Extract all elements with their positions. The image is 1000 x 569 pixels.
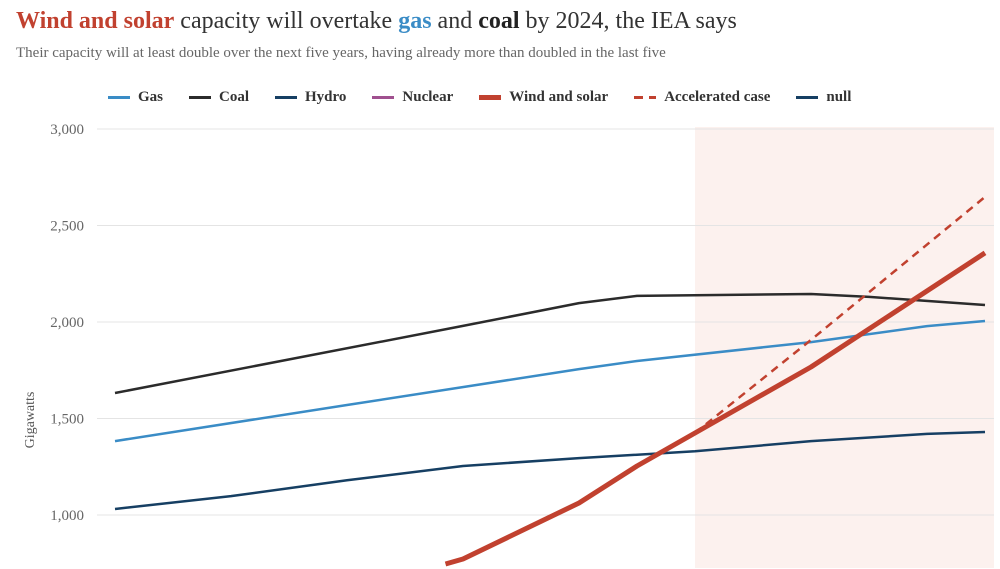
legend: Gas Coal Hydro Nuclear Wind and solar Acceler… bbox=[108, 89, 851, 106]
series-line-gas bbox=[114, 319, 986, 443]
legend-label: Accelerated case bbox=[664, 89, 771, 105]
series-line-accelerated-case bbox=[694, 195, 986, 434]
title-gas: gas bbox=[398, 8, 432, 34]
legend-swatch bbox=[796, 96, 819, 99]
legend-label: Gas bbox=[138, 89, 164, 105]
legend-item[interactable]: Nuclear bbox=[372, 89, 453, 106]
y-tick-label: 3,000 bbox=[50, 122, 84, 138]
legend-item[interactable]: Wind and solar bbox=[479, 89, 608, 106]
title-text: capacity will overtake bbox=[174, 8, 399, 34]
title-wind-solar: Wind and solar bbox=[16, 8, 175, 34]
legend-swatch bbox=[634, 96, 657, 99]
y-tick-label: 1,500 bbox=[50, 412, 84, 428]
legend-swatch bbox=[189, 96, 212, 99]
series-line-wind-and-solar bbox=[444, 250, 987, 567]
chart-title: Wind and solar capacity will overtake ga… bbox=[16, 8, 737, 35]
chart-subtitle: Their capacity will at least double over… bbox=[16, 45, 666, 61]
legend-item[interactable]: Gas bbox=[108, 89, 163, 106]
legend-swatch bbox=[108, 96, 130, 99]
series-line-coal bbox=[114, 292, 986, 395]
legend-item[interactable]: Coal bbox=[189, 89, 249, 106]
y-tick-label: 2,000 bbox=[50, 315, 84, 331]
y-tick-label: 1,000 bbox=[50, 508, 84, 524]
legend-item[interactable]: Hydro bbox=[275, 89, 346, 106]
legend-swatch bbox=[479, 95, 502, 100]
legend-label: Nuclear bbox=[402, 89, 454, 105]
legend-swatch bbox=[372, 96, 395, 99]
legend-label: Wind and solar bbox=[509, 89, 609, 105]
legend-swatch bbox=[275, 96, 298, 99]
title-coal: coal bbox=[478, 8, 520, 34]
legend-label: Hydro bbox=[305, 89, 347, 105]
title-text: and bbox=[431, 8, 479, 34]
legend-label: null bbox=[826, 89, 852, 105]
legend-label: Coal bbox=[219, 89, 250, 105]
title-text: by 2024, the IEA says bbox=[519, 8, 737, 34]
y-tick-label: 2,500 bbox=[50, 219, 84, 235]
series-line-hydro bbox=[114, 430, 986, 511]
y-axis-label: Gigawatts bbox=[23, 392, 38, 449]
legend-item[interactable]: Accelerated case bbox=[634, 89, 770, 106]
legend-item[interactable]: null bbox=[796, 89, 851, 106]
